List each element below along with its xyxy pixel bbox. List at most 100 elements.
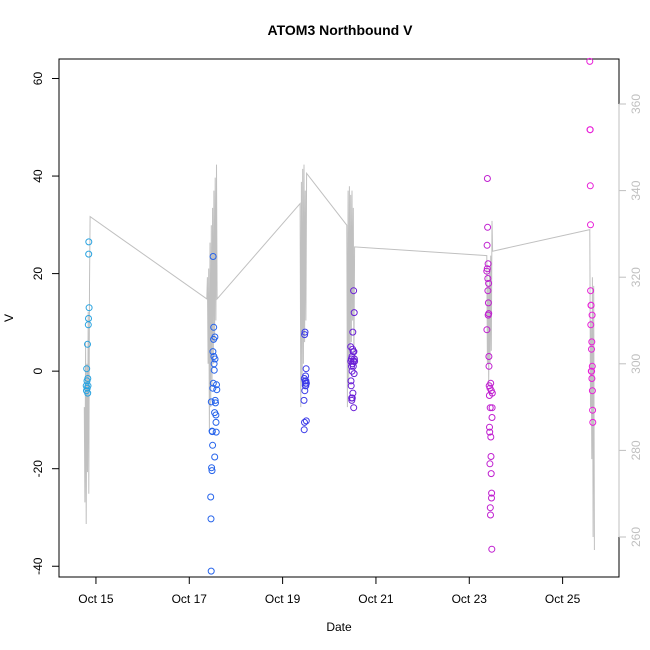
data-point [486,404,494,412]
data-point [588,338,596,346]
data-point [300,426,308,434]
data-point [207,493,215,501]
data-point [487,433,495,441]
data-point [302,379,310,387]
data-point [589,418,597,426]
data-point [301,328,309,336]
data-point [207,398,215,406]
data-point [85,238,93,246]
data-point [348,394,356,402]
data-point [209,348,217,356]
data-point [300,396,308,404]
data-point [302,372,310,380]
data-point [484,275,492,282]
data-point [586,182,594,190]
y-right-tick-label: 260 [629,527,643,547]
data-point [84,382,92,390]
data-point [587,287,595,295]
data-point [487,511,494,519]
data-point [483,265,491,273]
data-point [484,260,492,268]
data-point [588,362,596,370]
secondary-series-group [83,164,595,551]
data-point [588,375,596,382]
data-point [212,418,220,426]
data-point [350,287,358,295]
data-point [208,464,216,472]
data-point [485,353,493,360]
data-point [212,411,220,419]
data-point [488,404,496,412]
x-tick-label: Oct 25 [545,592,581,606]
data-point [211,396,219,404]
y-axis-label: V [2,314,16,322]
data-point [484,287,492,295]
data-point [84,375,92,382]
data-point [208,428,216,436]
y-right-tick-label: 360 [629,94,643,114]
data-point [212,428,220,436]
data-point [302,417,310,425]
data-point [586,126,594,134]
data-point [85,250,93,258]
data-point [587,321,595,329]
y-right-tick-label: 280 [629,440,643,460]
data-point [588,367,596,375]
x-tick-label: Oct 21 [358,592,394,606]
data-point [84,389,92,397]
y-tick-label: 40 [31,169,45,183]
data-point [347,377,355,385]
data-point [349,328,357,336]
y-tick-label: 60 [31,72,45,86]
x-tick-label: Oct 15 [78,592,114,606]
data-point [487,453,495,460]
data-point [213,381,220,389]
data-point [208,467,216,475]
x-tick-label: Oct 17 [172,592,208,606]
data-point [207,515,215,523]
data-point [301,331,309,339]
data-point [485,310,493,318]
data-point [351,357,359,365]
data-point [589,406,597,414]
x-tick-label: Oct 23 [452,592,488,606]
y-axis-right: 260 280 300 320 340 360 [618,94,643,547]
data-point [210,323,218,331]
data-point [486,428,494,436]
y-right-tick-label: 300 [629,353,643,373]
points-group [82,57,597,575]
data-point [483,326,491,334]
data-point [349,389,357,397]
x-axis-label: Date [326,620,352,634]
data-point [207,567,215,575]
data-point [85,315,92,322]
data-point [349,362,357,370]
data-point [588,311,596,319]
y-tick-label: -40 [31,557,45,575]
x-axis: Oct 15 Oct 17 Oct 19 Oct 21 Oct 23 Oct 25 [78,576,581,606]
data-point [484,223,492,231]
data-point [485,279,493,287]
data-point [586,57,594,65]
data-point [350,355,358,363]
data-point [484,299,492,307]
data-point [209,441,217,449]
data-point [486,504,494,512]
data-point [487,470,495,478]
chart-title: ATOM3 Northbound V [268,22,414,38]
data-point [211,333,219,341]
data-point [211,453,219,461]
data-point [488,414,496,421]
data-point [213,386,221,394]
data-point [350,404,358,412]
data-point [209,379,217,387]
data-point [488,389,496,397]
data-point [587,301,595,309]
y-tick-label: 20 [31,267,45,281]
data-point [301,387,309,395]
data-point [488,489,496,497]
data-point [83,365,91,373]
secondary-series-line [83,164,595,551]
y-tick-label: 0 [31,367,45,374]
data-point [209,253,217,260]
